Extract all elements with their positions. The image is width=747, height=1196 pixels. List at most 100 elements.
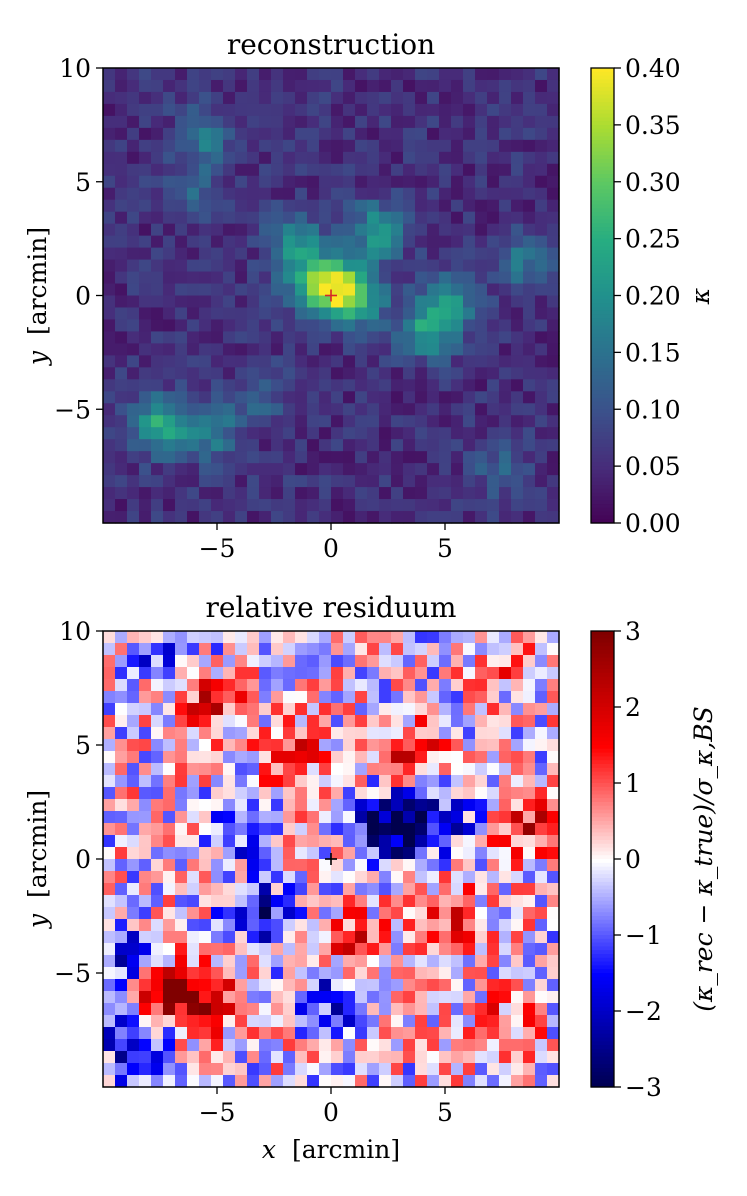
heatmap-cell xyxy=(451,283,464,297)
heatmap-cell xyxy=(343,391,356,404)
heatmap-cell xyxy=(451,415,464,428)
heatmap-cell xyxy=(499,871,512,884)
heatmap-cell xyxy=(151,763,164,776)
heatmap-cell xyxy=(115,907,128,920)
heatmap-cell xyxy=(127,235,140,249)
heatmap-cell xyxy=(547,487,560,500)
heatmap-cell xyxy=(427,427,440,440)
heatmap-cell xyxy=(487,235,500,249)
heatmap-cell xyxy=(151,295,164,309)
heatmap-cell xyxy=(211,68,224,81)
heatmap-cell xyxy=(415,703,428,716)
heatmap-cell xyxy=(199,1051,212,1064)
heatmap-cell xyxy=(355,163,368,177)
heatmap-cell xyxy=(283,919,296,932)
colorbar-segment xyxy=(591,767,614,773)
heatmap-cell xyxy=(259,1051,272,1064)
heatmap-cell xyxy=(403,811,416,824)
heatmap-cell xyxy=(343,967,356,980)
heatmap-cell xyxy=(439,271,452,285)
heatmap-cell xyxy=(499,283,512,297)
heatmap-cell xyxy=(523,715,536,728)
heatmap-cell xyxy=(475,1075,488,1088)
heatmap-cell xyxy=(283,319,296,333)
heatmap-cell xyxy=(487,307,500,321)
heatmap-cell xyxy=(127,763,140,776)
heatmap-cell xyxy=(139,427,152,440)
heatmap-cell xyxy=(271,895,284,908)
heatmap-cell xyxy=(163,451,176,464)
heatmap-cell xyxy=(463,283,476,297)
heatmap-cell xyxy=(307,823,320,836)
heatmap-cell xyxy=(175,1015,188,1028)
heatmap-cell xyxy=(475,247,488,261)
heatmap-cell xyxy=(103,415,116,428)
heatmap-cell xyxy=(103,667,116,680)
heatmap-cell xyxy=(475,199,488,213)
heatmap-cell xyxy=(223,715,236,728)
heatmap-cell xyxy=(163,343,176,356)
heatmap-cell xyxy=(319,1039,332,1052)
heatmap-cell xyxy=(547,883,560,896)
heatmap-cell xyxy=(115,235,128,249)
heatmap-cell xyxy=(247,643,260,656)
heatmap-cell xyxy=(259,68,272,81)
heatmap-cell xyxy=(211,667,224,680)
heatmap-cell xyxy=(403,91,416,105)
heatmap-cell xyxy=(523,703,536,716)
heatmap-cell xyxy=(295,1015,308,1028)
heatmap-cell xyxy=(103,247,116,261)
heatmap-cell xyxy=(295,139,308,153)
heatmap-cell xyxy=(343,943,356,956)
heatmap-cell xyxy=(367,427,380,440)
heatmap-cell xyxy=(487,175,500,189)
heatmap-cell xyxy=(367,871,380,884)
heatmap-cell xyxy=(295,223,308,237)
heatmap-cell xyxy=(247,1015,260,1028)
heatmap-cell xyxy=(475,343,488,356)
heatmap-cell xyxy=(403,463,416,476)
heatmap-cell xyxy=(343,919,356,932)
heatmap-cell xyxy=(151,331,164,344)
heatmap-cell xyxy=(439,331,452,344)
heatmap-cell xyxy=(223,379,236,392)
heatmap-cell xyxy=(355,487,368,500)
heatmap-cell xyxy=(115,463,128,476)
colorbar-segment xyxy=(591,938,614,944)
heatmap-cell xyxy=(103,187,116,201)
heatmap-cell xyxy=(151,463,164,476)
heatmap-cell xyxy=(295,367,308,380)
heatmap-cell xyxy=(391,883,404,896)
heatmap-cell xyxy=(427,127,440,141)
heatmap-cell xyxy=(319,283,332,297)
heatmap-cell xyxy=(151,68,164,81)
heatmap-cell xyxy=(283,811,296,824)
heatmap-cell xyxy=(403,703,416,716)
heatmap-cell xyxy=(283,247,296,261)
heatmap-cell xyxy=(283,151,296,165)
heatmap-cell xyxy=(391,931,404,944)
heatmap-cell xyxy=(475,391,488,404)
heatmap-cell xyxy=(259,283,272,297)
heatmap-cell xyxy=(271,79,284,93)
y-tick-label: 0 xyxy=(75,282,91,311)
heatmap-cell xyxy=(511,283,524,297)
heatmap-cell xyxy=(127,907,140,920)
heatmap-cell xyxy=(415,943,428,956)
heatmap-cell xyxy=(535,763,548,776)
heatmap-cell xyxy=(499,427,512,440)
heatmap-cell xyxy=(535,871,548,884)
heatmap-cell xyxy=(199,799,212,812)
heatmap-cell xyxy=(259,1039,272,1052)
heatmap-cell xyxy=(523,631,536,644)
heatmap-cell xyxy=(499,631,512,644)
heatmap-cell xyxy=(211,1075,224,1088)
heatmap-cell xyxy=(427,943,440,956)
heatmap-cell xyxy=(391,979,404,992)
x-tick-label: 5 xyxy=(437,534,453,563)
heatmap-cell xyxy=(175,259,188,273)
heatmap-cell xyxy=(115,895,128,908)
heatmap-cell xyxy=(475,871,488,884)
heatmap-cell xyxy=(439,127,452,141)
